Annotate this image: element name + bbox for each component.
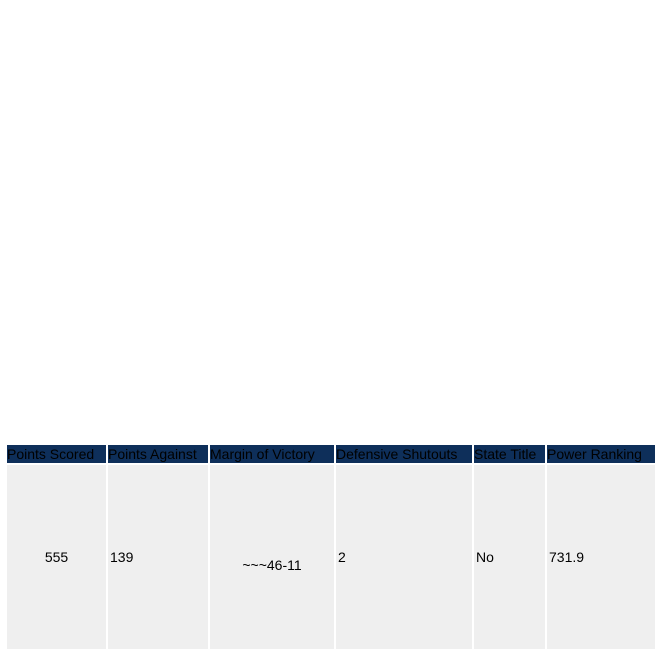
- cell-points-against: 139: [108, 465, 208, 649]
- header-points-scored: Points Scored: [7, 445, 106, 463]
- table-row: 555 139 ~~~46-11 2 No 731.9: [7, 465, 655, 649]
- cell-defensive-shutouts: 2: [336, 465, 472, 649]
- cell-margin-of-victory: ~~~46-11: [210, 465, 334, 649]
- header-points-against: Points Against: [108, 445, 208, 463]
- header-row: Points Scored Points Against Margin of V…: [7, 445, 655, 463]
- cell-state-title: No: [474, 465, 545, 649]
- cell-points-scored: 555: [7, 465, 106, 649]
- header-power-ranking: Power Ranking: [547, 445, 655, 463]
- header-defensive-shutouts: Defensive Shutouts: [336, 445, 472, 463]
- header-margin-of-victory: Margin of Victory: [210, 445, 334, 463]
- header-state-title: State Title: [474, 445, 545, 463]
- team-stats-table: Points Scored Points Against Margin of V…: [5, 443, 657, 651]
- cell-power-ranking: 731.9: [547, 465, 655, 649]
